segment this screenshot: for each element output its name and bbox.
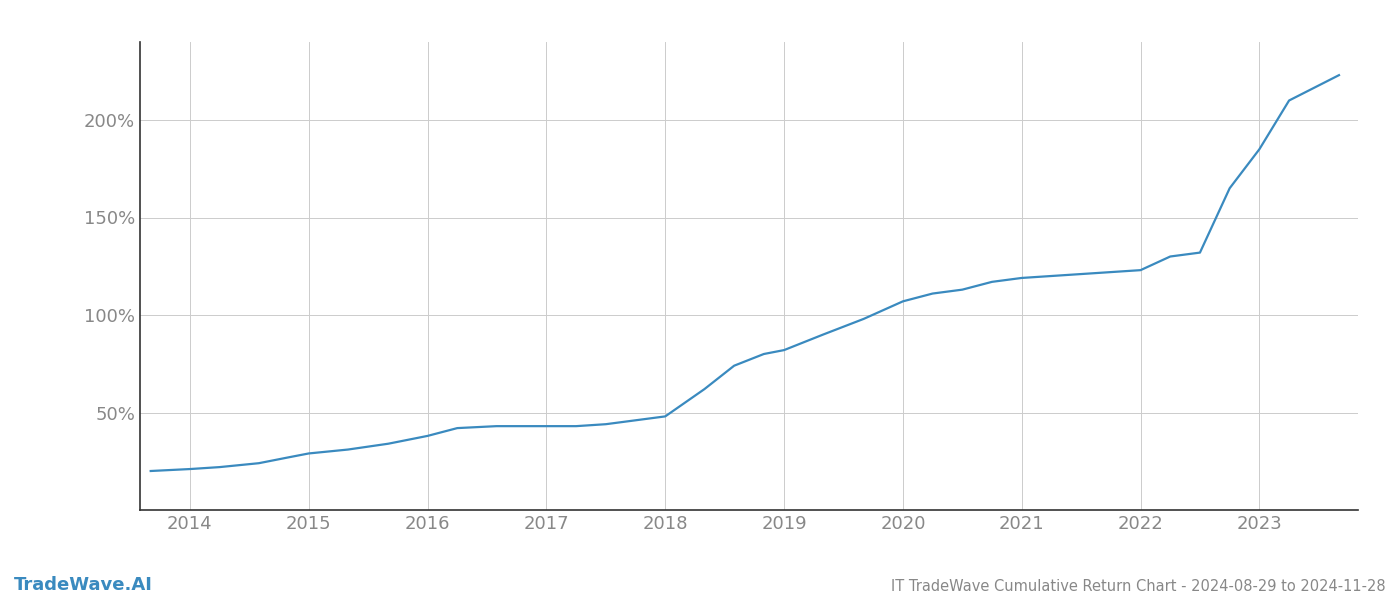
Text: TradeWave.AI: TradeWave.AI	[14, 576, 153, 594]
Text: IT TradeWave Cumulative Return Chart - 2024-08-29 to 2024-11-28: IT TradeWave Cumulative Return Chart - 2…	[892, 579, 1386, 594]
